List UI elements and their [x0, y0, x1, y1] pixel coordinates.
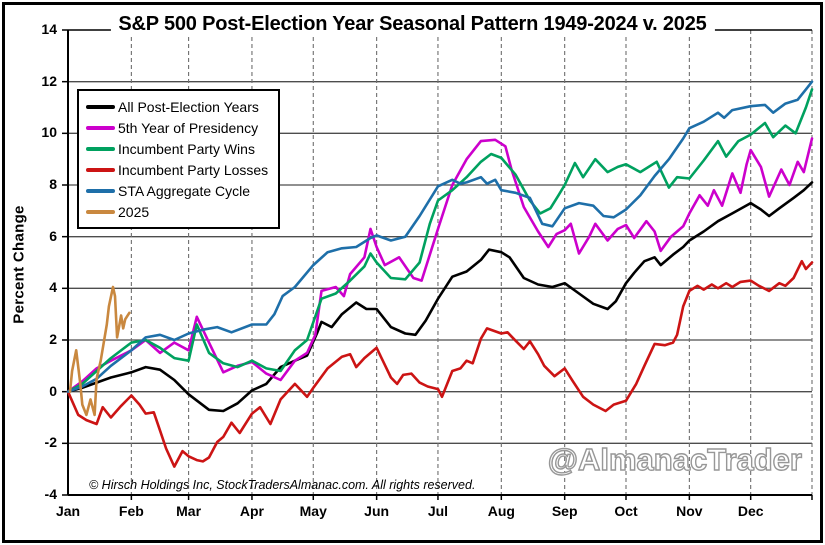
x-tick-label-sep: Sep [551, 503, 578, 519]
legend-label: Incumbent Party Wins [118, 140, 255, 157]
y-tick-label: 10 [41, 124, 57, 141]
y-tick-label: 4 [49, 279, 57, 296]
series-line-5th-year-of-presidency [66, 137, 814, 394]
series-line-sta-aggregate-cycle [66, 80, 814, 394]
legend-item: Incumbent Party Losses [86, 159, 268, 180]
x-tick-label-dec: Dec [737, 503, 764, 519]
x-tick-label-oct: Oct [614, 503, 638, 519]
x-tick-label-jun: Jun [364, 503, 390, 519]
series-line-incumbent-party-wins [66, 88, 814, 394]
x-tick-label-apr: Apr [239, 503, 265, 519]
y-tick-label: -2 [44, 434, 57, 451]
y-tick-label: 8 [49, 176, 57, 192]
y-tick-label: 2 [49, 331, 57, 347]
legend-swatch [86, 209, 115, 214]
y-tick-label: 12 [41, 72, 57, 89]
y-tick-label: 14 [41, 21, 57, 37]
legend: All Post-Election Years 5th Year of Presi… [77, 89, 281, 229]
legend-swatch [86, 125, 115, 130]
legend-swatch [86, 104, 115, 109]
copyright-text: © Hirsch Holdings Inc, StockTradersAlman… [89, 478, 476, 492]
x-tick-label-aug: Aug [487, 503, 515, 519]
legend-swatch [86, 188, 115, 193]
legend-item: 2025 [86, 201, 268, 222]
x-tick-label-may: May [299, 503, 327, 519]
legend-label: 2025 [118, 203, 150, 220]
watermark: @AlmanacTrader [547, 441, 803, 477]
legend-label: All Post-Election Years [118, 98, 259, 115]
y-tick-label: 6 [49, 227, 57, 244]
legend-swatch [86, 167, 115, 172]
legend-swatch [86, 146, 115, 151]
legend-item: 5th Year of Presidency [86, 117, 268, 138]
legend-item: Incumbent Party Wins [86, 138, 268, 159]
series-line-incumbent-party-losses [66, 259, 814, 468]
legend-item: STA Aggregate Cycle [86, 180, 268, 201]
legend-label: STA Aggregate Cycle [118, 182, 251, 199]
x-tick-label-nov: Nov [676, 503, 703, 519]
legend-item: All Post-Election Years [86, 96, 268, 117]
series-line-all-post-election-years [66, 181, 814, 413]
y-tick-label: 0 [49, 382, 57, 399]
legend-label: Incumbent Party Losses [118, 161, 269, 178]
x-tick-label-mar: Mar [176, 503, 202, 519]
x-tick-label-feb: Feb [118, 503, 144, 519]
x-tick-label-jan: Jan [55, 503, 81, 519]
series-line-2025 [68, 285, 131, 417]
y-tick-label: -4 [44, 486, 57, 502]
legend-label: 5th Year of Presidency [118, 119, 259, 136]
chart-title: S&P 500 Post-Election Year Seasonal Patt… [110, 13, 715, 36]
x-tick-label-jul: Jul [427, 503, 449, 519]
plot-area [62, 29, 814, 500]
